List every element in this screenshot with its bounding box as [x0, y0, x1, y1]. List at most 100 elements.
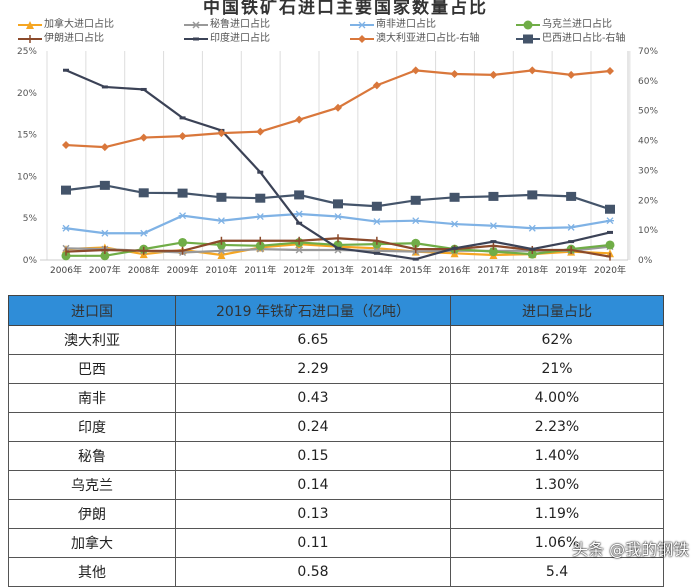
data-point: [295, 210, 304, 218]
data-point: [216, 240, 226, 250]
cell-share: 62%: [450, 325, 664, 355]
data-point: [255, 193, 266, 203]
data-point: [256, 127, 265, 136]
data-point: [99, 180, 110, 190]
table-row: 南非 0.43 4.00%: [8, 383, 664, 413]
y-left-tick-label: 0%: [23, 256, 38, 266]
y-right-tick-label: 20%: [638, 196, 658, 206]
header-country: 进口国: [8, 295, 176, 326]
data-point: [489, 222, 498, 230]
legend-label: 伊朗进口占比: [44, 33, 104, 44]
data-point: [62, 224, 70, 232]
data-point: [566, 191, 577, 201]
y-left-tick-label: 20%: [17, 89, 37, 99]
data-point: [61, 185, 71, 195]
chart-title: 中国铁矿石进口主要国家数量占比: [203, 0, 488, 18]
cell-share: 1.40%: [450, 441, 664, 471]
data-point: [372, 81, 381, 90]
cell-share: 5.4: [450, 557, 664, 587]
x-tick-label: 2018年: [516, 264, 548, 276]
cell-share: 2.23%: [450, 412, 664, 442]
legend-label: 乌克兰进口占比: [542, 19, 612, 30]
x-tick-label: 2007年: [89, 264, 121, 276]
data-point: [411, 238, 421, 248]
data-point: [527, 190, 538, 200]
data-point: [139, 133, 148, 142]
y-right-tick-label: 10%: [638, 226, 658, 236]
data-point: [139, 229, 148, 237]
legend-marker: [358, 35, 366, 43]
cell-country: 伊朗: [8, 499, 176, 529]
data-point: [178, 212, 187, 220]
cell-country: 澳大利亚: [8, 325, 176, 355]
data-point: [567, 223, 576, 231]
header-share: 进口量占比: [450, 295, 664, 326]
legend-swatch-icon: [516, 34, 540, 44]
data-point: [606, 217, 614, 225]
data-point: [411, 66, 420, 75]
cell-volume: 0.14: [175, 470, 451, 500]
cell-volume: 2.29: [175, 354, 451, 384]
data-point: [100, 229, 109, 237]
data-point: [138, 188, 149, 198]
data-point: [488, 247, 498, 257]
data-point: [178, 237, 188, 247]
cell-volume: 0.58: [175, 557, 451, 587]
cell-share: 21%: [450, 354, 664, 384]
x-tick-label: 2020年: [594, 264, 626, 276]
cell-share: 4.00%: [450, 383, 664, 413]
legend-item: 乌克兰进口占比: [516, 19, 612, 31]
data-point: [527, 249, 537, 259]
data-point: [605, 204, 615, 214]
cell-volume: 6.65: [175, 325, 451, 355]
cell-country: 巴西: [8, 354, 176, 384]
y-left-tick-label: 10%: [17, 172, 37, 182]
series-6: [62, 66, 614, 152]
data-point: [216, 192, 227, 202]
x-tick-label: 2015年: [400, 264, 432, 276]
cell-volume: 0.43: [175, 383, 451, 413]
legend-item: 澳大利亚进口占比-右轴: [350, 33, 479, 45]
data-point: [177, 188, 188, 198]
y-right-tick-label: 70%: [638, 47, 658, 57]
y-right-tick-label: 40%: [638, 137, 658, 147]
x-tick-label: 2014年: [361, 264, 393, 276]
data-point: [528, 66, 537, 75]
cell-volume: 0.24: [175, 412, 451, 442]
data-point: [605, 240, 615, 250]
cell-country: 秘鲁: [8, 441, 176, 471]
header-volume: 2019 年铁矿石进口量（亿吨）: [175, 295, 451, 326]
series-7: [61, 180, 615, 214]
table-row: 澳大利亚 6.65 62%: [8, 325, 664, 355]
data-point: [62, 141, 70, 150]
data-point: [567, 70, 576, 79]
series-3: [61, 237, 615, 261]
data-point: [100, 143, 109, 152]
legend-item: 印度进口占比: [184, 33, 270, 45]
legend-label: 澳大利亚进口占比-右轴: [376, 33, 480, 44]
x-tick-label: 2008年: [128, 264, 160, 276]
data-point: [295, 115, 304, 124]
data-point: [450, 220, 459, 228]
x-tick-label: 2019年: [555, 264, 587, 276]
y-left-tick-label: 15%: [17, 131, 37, 141]
data-point: [488, 191, 499, 201]
table-row: 巴西 2.29 21%: [8, 354, 664, 384]
table-header-row: 进口国 2019 年铁矿石进口量（亿吨） 进口量占比: [8, 295, 664, 326]
legend-marker: [192, 21, 200, 29]
x-tick-label: 2017年: [477, 264, 509, 276]
data-point: [372, 218, 381, 226]
table-row: 乌克兰 0.14 1.30%: [8, 470, 664, 500]
legend-marker: [358, 21, 366, 29]
data-point: [528, 224, 537, 232]
data-point: [410, 195, 421, 205]
legend-swatch-icon: [350, 35, 374, 43]
y-left-tick-label: 5%: [23, 214, 38, 224]
data-point: [449, 192, 460, 202]
cell-country: 印度: [8, 412, 176, 442]
data-point: [295, 246, 303, 254]
cell-country: 南非: [8, 383, 176, 413]
legend-label: 秘鲁进口占比: [210, 19, 270, 30]
legend-label: 巴西进口占比-右轴: [542, 33, 626, 44]
table-row: 秘鲁 0.15 1.40%: [8, 441, 664, 471]
